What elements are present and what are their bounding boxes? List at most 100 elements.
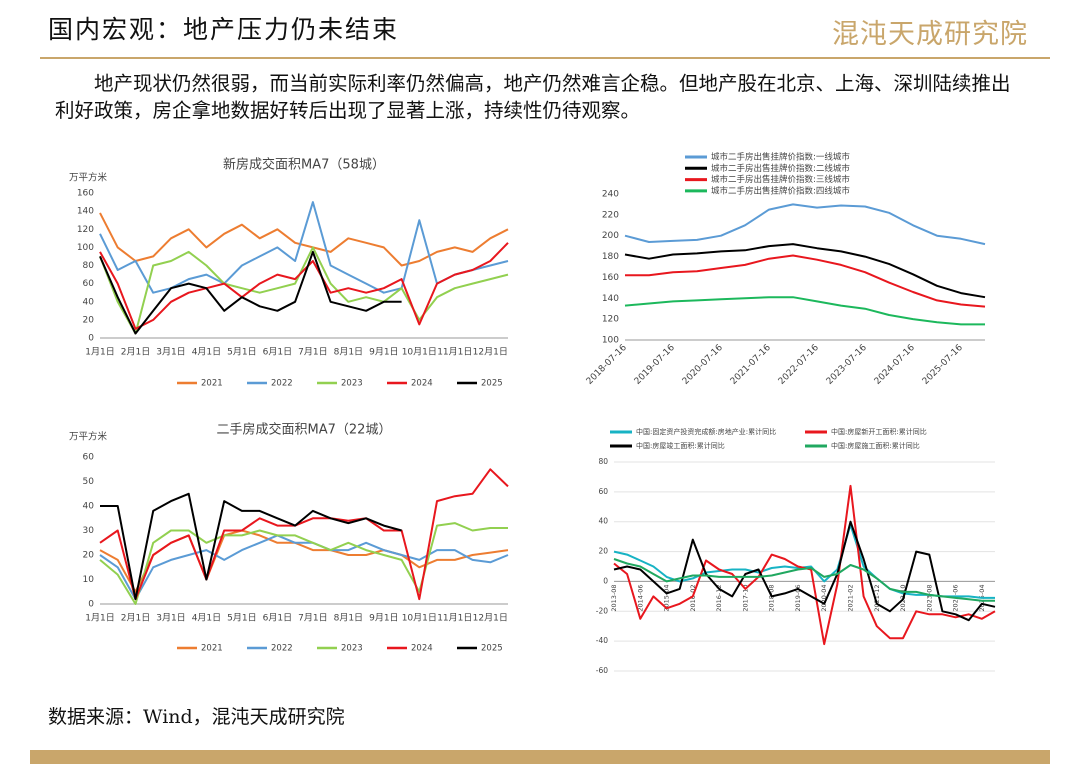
x-tick-label: 2014-06 (636, 584, 644, 611)
x-tick-label: 8月1日 (334, 347, 363, 358)
legend-label: 2023 (341, 379, 363, 389)
x-tick-label: 2021-12 (873, 584, 881, 611)
y-tick-label: 160 (602, 273, 619, 283)
legend-label: 中国:房屋竣工面积:累计同比 (636, 441, 725, 450)
y-tick-label: 40 (598, 517, 608, 526)
chart: -60 -40 -20 0 20 40 60 80 2013-08 2014-06 2015-04 2… (596, 427, 996, 675)
legend-label: 2024 (411, 644, 433, 654)
legend-label: 2023 (341, 644, 363, 654)
legend-label: 2022 (271, 379, 293, 389)
y-tick-label: 200 (602, 231, 619, 241)
y-tick-label: 140 (602, 294, 619, 304)
x-tick-label: 6月1日 (263, 613, 292, 624)
series-line (613, 523, 995, 599)
series-line (99, 468, 509, 601)
x-tick-label: 12月1日 (473, 613, 508, 624)
legend-label: 2022 (271, 644, 293, 654)
x-tick-label: 12月1日 (473, 347, 508, 358)
y-tick-label: 20 (598, 547, 608, 556)
x-tick-label: 2019-06 (794, 584, 802, 611)
x-tick-label: 2019-07-16 (633, 343, 677, 387)
chart: 100 120 140 160 180 200 220 240 2018-07-16 2019-0… (585, 152, 986, 387)
y-tick-label: 0 (88, 600, 94, 610)
y-tick-label: 60 (598, 487, 608, 496)
x-tick-label: 4月1日 (192, 347, 221, 358)
y-axis-label: 万平方米 (69, 431, 108, 443)
x-tick-label: 2月1日 (121, 347, 150, 358)
legend-label: 城市二手房出售挂牌价指数:二线城市 (711, 163, 850, 174)
series-line (99, 246, 509, 335)
x-tick-label: 2021-07-16 (729, 343, 773, 387)
y-tick-label: 180 (602, 252, 619, 262)
legend-label: 2025 (481, 379, 503, 389)
x-tick-label: 9月1日 (369, 347, 398, 358)
y-tick-label: 100 (602, 336, 619, 346)
series-line (624, 203, 986, 246)
y-tick-label: 100 (77, 243, 94, 253)
y-tick-label: 60 (83, 279, 95, 289)
y-tick-label: 240 (602, 190, 619, 200)
slide-title: 国内宏观：地产压力仍未结束 (48, 15, 400, 44)
y-tick-label: -60 (596, 666, 608, 675)
series-line (100, 492, 402, 601)
legend-label: 中国:房屋新开工面积:累计同比 (831, 427, 927, 436)
x-tick-label: 9月1日 (369, 613, 398, 624)
x-tick-label: 7月1日 (298, 613, 327, 624)
x-tick-label: 7月1日 (298, 347, 327, 358)
x-tick-label: 2月1日 (121, 613, 150, 624)
series-line (625, 254, 986, 308)
series-line (624, 243, 986, 299)
x-tick-label: 2025-07-16 (921, 343, 965, 387)
series-line (99, 242, 509, 330)
legend-label: 2021 (201, 644, 223, 654)
x-tick-label: 1月1日 (85, 347, 114, 358)
x-tick-label: 8月1日 (334, 613, 363, 624)
legend-label: 中国:房屋施工面积:累计同比 (831, 441, 920, 450)
x-tick-label: 2017-10 (741, 584, 749, 611)
x-tick-label: 2023-08 (925, 584, 933, 611)
x-tick-label: 2020-07-16 (681, 343, 725, 387)
y-tick-label: 20 (83, 315, 95, 325)
series-line (99, 250, 402, 335)
x-tick-label: 2016-02 (689, 584, 697, 611)
y-tick-label: 40 (83, 502, 95, 512)
chart: 二手房成交面积MA7（22城） 万平方米 0 10 20 30 40 50 60 1月1日 2月1日… (69, 422, 509, 654)
y-tick-label: -20 (596, 606, 608, 615)
x-tick-label: 2023-07-16 (825, 343, 869, 387)
y-tick-label: -40 (596, 636, 608, 645)
y-axis-label: 万平方米 (69, 172, 108, 184)
x-tick-label: 4月1日 (192, 613, 221, 624)
series-line (99, 522, 508, 605)
chart: 新房成交面积MA7（58城） 万平方米 0 20 40 60 80 100 120 140 160 1… (69, 157, 509, 389)
legend-label: 中国:固定资产投资完成额:房地产业:累计同比 (636, 427, 776, 436)
x-tick-label: 2021-02 (846, 584, 854, 611)
y-tick-label: 20 (83, 551, 95, 561)
body-text: 地产现状仍然很弱，而当前实际利率仍然偏高，地产仍然难言企稳。但地产股在北京、上海… (55, 72, 1011, 122)
y-tick-label: 140 (77, 207, 94, 217)
y-tick-label: 0 (603, 576, 608, 585)
y-tick-label: 30 (83, 526, 95, 536)
x-tick-label: 2016-12 (715, 584, 723, 611)
source-note: 数据来源：Wind，混沌天成研究院 (48, 706, 345, 728)
legend-label: 2025 (481, 644, 503, 654)
x-tick-label: 10月1日 (402, 347, 437, 358)
footer-bar (30, 750, 1050, 764)
x-tick-label: 3月1日 (156, 347, 185, 358)
y-tick-label: 0 (88, 334, 94, 344)
x-tick-label: 2018-08 (768, 584, 776, 611)
series-line (99, 534, 509, 601)
x-tick-label: 2015-04 (663, 584, 671, 611)
legend-label: 城市二手房出售挂牌价指数:三线城市 (711, 174, 850, 185)
x-tick-label: 11月1日 (437, 347, 472, 358)
series-line (613, 520, 996, 622)
y-tick-label: 10 (83, 575, 95, 585)
x-tick-label: 11月1日 (437, 613, 472, 624)
legend-label: 城市二手房出售挂牌价指数:一线城市 (711, 152, 850, 163)
y-tick-label: 40 (83, 297, 95, 307)
y-tick-label: 160 (77, 189, 94, 199)
x-tick-label: 2020-04 (820, 584, 828, 611)
x-tick-label: 2024-07-16 (873, 343, 917, 387)
legend-label: 2024 (411, 379, 433, 389)
series-line (99, 212, 509, 267)
